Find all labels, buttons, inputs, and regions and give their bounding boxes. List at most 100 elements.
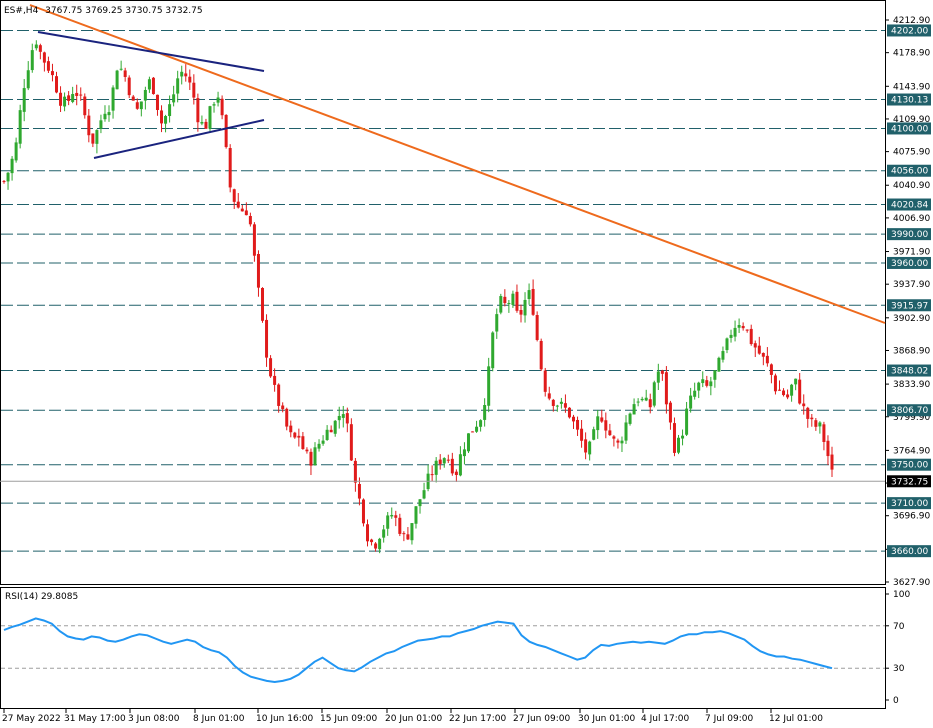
candle-body <box>725 338 729 351</box>
candle-body <box>454 471 458 475</box>
level-tag <box>887 164 931 177</box>
candle-body <box>616 440 620 443</box>
candle-body <box>6 172 10 182</box>
triangle-upper-line <box>37 31 265 72</box>
time-axis: 27 May 2022 31 May 17:00 3 Jun 08:00 8 Jun … <box>2 709 823 724</box>
candle-body <box>479 420 483 427</box>
candle-body <box>434 460 438 475</box>
candle-body <box>757 345 761 354</box>
candle-body <box>50 71 54 76</box>
candle-body <box>119 68 123 70</box>
candle-body <box>418 499 422 507</box>
candle-body <box>810 417 814 420</box>
candle-body <box>543 370 547 392</box>
price-tick-label: 3971.90 <box>893 248 930 258</box>
candle-body <box>107 112 111 116</box>
candlesticks <box>2 40 834 554</box>
candle-body <box>458 454 462 476</box>
candle-body <box>576 419 580 430</box>
symbol-label: ES#,H4 <box>4 6 39 16</box>
price-tick-label: 4075.90 <box>893 148 930 158</box>
candle-body <box>345 413 349 424</box>
time-tick-label: 30 Jun 01:00 <box>578 714 635 724</box>
level-tag-label: 3960.00 <box>891 259 928 269</box>
candle-body <box>361 499 365 524</box>
rsi-tick-label: 30 <box>893 664 905 674</box>
time-tick-label: 7 Jul 09:00 <box>705 714 754 724</box>
candle-body <box>620 440 624 444</box>
candle-body <box>596 416 600 431</box>
candle-body <box>333 420 337 434</box>
candle-body <box>652 382 656 406</box>
price-tick-label: 4212.90 <box>893 16 930 26</box>
candle-body <box>523 299 527 316</box>
candle-body <box>34 44 38 49</box>
candle-body <box>135 102 139 109</box>
candle-body <box>2 181 6 183</box>
candle-body <box>830 454 834 470</box>
candle-body <box>507 303 511 305</box>
candle-body <box>814 420 818 427</box>
candle-body <box>71 93 75 102</box>
candle-body <box>450 458 454 474</box>
candle-body <box>87 115 91 136</box>
candle-body <box>499 296 503 313</box>
candle-body <box>236 201 240 208</box>
candle-body <box>709 381 713 387</box>
candle-body <box>204 121 208 129</box>
candle-body <box>91 133 95 144</box>
candle-body <box>612 436 616 439</box>
candle-body <box>519 310 523 315</box>
price-tick-label: 3799.90 <box>893 413 930 423</box>
candle-body <box>737 324 741 328</box>
candle-body <box>551 399 555 406</box>
level-tag-label: 3660.00 <box>891 547 928 557</box>
candle-body <box>471 431 475 433</box>
level-tag-label: 4202.00 <box>891 26 928 36</box>
candle-body <box>406 534 410 540</box>
candle-body <box>600 417 604 422</box>
time-tick-label: 3 Jun 08:00 <box>128 714 180 724</box>
level-tag-label: 3806.70 <box>891 406 928 416</box>
candle-body <box>487 366 491 406</box>
candle-body <box>802 403 806 407</box>
candle-body <box>164 116 168 124</box>
price-tick-label: 4006.90 <box>893 214 930 224</box>
candle-body <box>527 290 531 299</box>
candle-body <box>685 408 689 435</box>
time-tick-label: 12 Jul 01:00 <box>769 714 823 724</box>
candle-body <box>309 451 313 466</box>
candle-body <box>22 88 26 112</box>
candle-body <box>341 414 345 418</box>
level-tag-label: 3915.97 <box>891 301 928 311</box>
candle-body <box>592 429 596 440</box>
price-axis: 4212.90 4178.90 4143.90 4109.90 4075.90 4040.… <box>885 16 930 588</box>
candle-body <box>806 407 810 419</box>
price-tick-label: 4178.90 <box>893 49 930 59</box>
candle-body <box>111 87 115 111</box>
candle-body <box>143 89 147 101</box>
candle-body <box>765 355 769 364</box>
candle-body <box>705 380 709 386</box>
rsi-tick-label: 100 <box>893 590 910 600</box>
candle-body <box>531 288 535 315</box>
level-tag <box>887 24 931 37</box>
candle-body <box>717 357 721 372</box>
candle-body <box>745 329 749 331</box>
candle-body <box>95 130 99 144</box>
candle-body <box>232 189 236 202</box>
candle-body <box>46 61 50 71</box>
level-tag <box>887 364 931 377</box>
candle-body <box>664 372 668 405</box>
candle-body <box>281 405 285 410</box>
candle-body <box>668 402 672 423</box>
candle-body <box>689 395 693 409</box>
candle-body <box>466 433 470 452</box>
candle-body <box>656 371 660 383</box>
candle-body <box>75 92 79 96</box>
candle-body <box>555 405 559 407</box>
price-tick-label: 3696.90 <box>893 512 930 522</box>
candle-body <box>749 328 753 345</box>
level-tag <box>887 458 931 471</box>
candle-body <box>67 95 71 101</box>
